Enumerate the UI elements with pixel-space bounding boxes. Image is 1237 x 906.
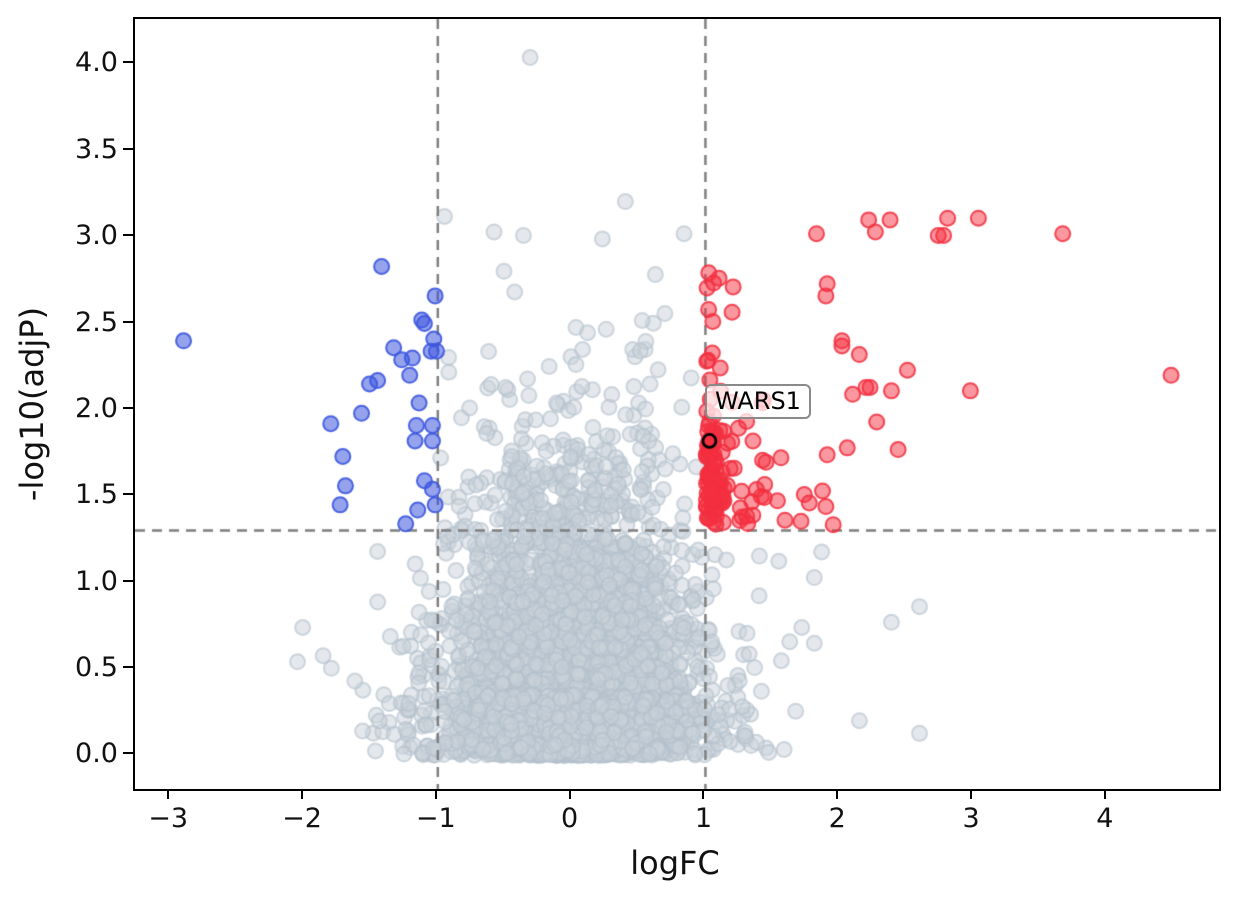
y-tick-mark (123, 147, 133, 150)
y-tick-label: 0.5 (75, 651, 118, 683)
x-tick-mark (167, 789, 170, 799)
y-tick-mark (123, 579, 133, 582)
y-tick-mark (123, 320, 133, 323)
x-axis-label: logFC (630, 844, 720, 882)
plot-area: WARS1 (133, 17, 1221, 791)
x-tick-label: 3 (962, 803, 980, 834)
y-tick-label: 1.0 (75, 565, 118, 597)
x-tick-mark (702, 789, 705, 799)
y-tick-mark (123, 493, 133, 496)
x-tick-label: −1 (415, 803, 456, 834)
x-tick-label: −3 (148, 803, 189, 834)
x-tick-label: 1 (694, 803, 713, 834)
x-tick-mark (836, 789, 839, 799)
x-tick-label: 0 (561, 803, 579, 834)
y-tick-mark (123, 61, 133, 64)
y-tick-label: 3.0 (75, 220, 118, 252)
y-tick-label: 1.5 (75, 479, 118, 511)
y-tick-label: 2.5 (75, 306, 118, 338)
x-tick-mark (301, 789, 303, 799)
y-tick-mark (123, 752, 133, 755)
y-tick-label: 3.5 (75, 133, 118, 165)
x-tick-mark (568, 789, 571, 799)
x-tick-label: −2 (282, 803, 322, 834)
y-tick-mark (123, 406, 133, 409)
scatter-points-canvas (135, 19, 1219, 789)
x-tick-label: 2 (828, 803, 846, 834)
x-tick-mark (970, 789, 973, 799)
y-tick-label: 4.0 (75, 47, 118, 79)
y-tick-label: 2.0 (75, 392, 118, 424)
y-tick-mark (123, 665, 133, 668)
y-tick-label: 0.0 (75, 738, 118, 770)
x-tick-label: 4 (1096, 803, 1114, 834)
y-tick-mark (123, 234, 133, 237)
x-tick-mark (1103, 789, 1106, 799)
x-tick-mark (434, 789, 437, 799)
gene-annotation-label: WARS1 (704, 383, 811, 419)
